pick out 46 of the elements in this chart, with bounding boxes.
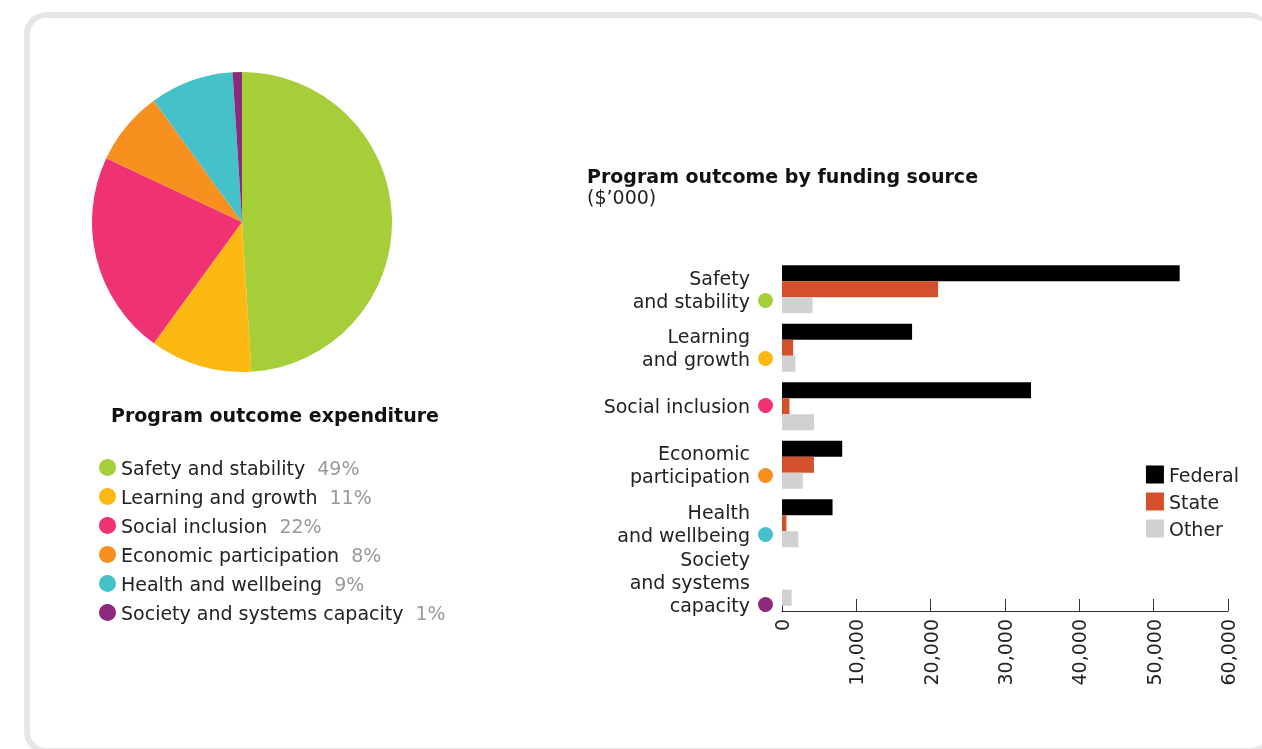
bar [782,589,792,606]
data-label: 1% [415,601,446,624]
bar [782,531,799,548]
bar [782,515,787,532]
legend-label: Society and systems capacity [121,601,416,624]
bar [782,355,796,372]
x-tick-label: 50,000 [1142,619,1165,686]
bar [782,472,803,489]
data-label: 11% [329,485,372,508]
legend-label: Health and wellbeing [121,572,335,595]
bar [782,339,794,356]
y-tick-label: Society and systems capacity [629,547,750,616]
x-tick-label: 30,000 [994,619,1016,686]
x-tick-label: 60,000 [1217,619,1239,686]
y-tick-label: Learning and growth [642,325,750,371]
data-label: 22% [279,514,322,537]
legend-label: Other [1168,517,1224,540]
legend-label: State [1168,490,1220,513]
bar [782,323,913,340]
bar [782,499,833,516]
x-tick-label: 10,000 [845,619,868,686]
data-label: 9% [334,572,365,595]
y-tick-label: Safety and stability [632,266,750,312]
bar [782,414,814,431]
bar [782,297,813,314]
data-label: 49% [317,456,360,479]
bar [782,398,790,415]
bar [782,281,939,298]
legend-label: Social inclusion [121,514,280,537]
bar [782,440,843,457]
x-tick-label: 40,000 [1068,619,1091,686]
y-tick-label: Health and wellbeing [617,500,750,546]
bar [782,265,1180,282]
bar [782,382,1032,399]
bar [782,456,814,473]
legend-label: Safety and stability [121,456,318,479]
chart-title: Program outcome by funding source [587,164,979,187]
x-tick-label: 0 [771,619,793,632]
data-label: 8% [351,543,382,566]
y-tick-label: Economic participation [629,442,750,488]
legend-label: Learning and growth [121,485,330,508]
legend-label: Federal [1168,463,1239,486]
y-tick-label: Social inclusion [603,395,750,418]
x-tick-label: 20,000 [919,619,942,686]
legend-label: Economic participation [121,543,352,566]
text: Program outcome expenditure [111,403,439,426]
